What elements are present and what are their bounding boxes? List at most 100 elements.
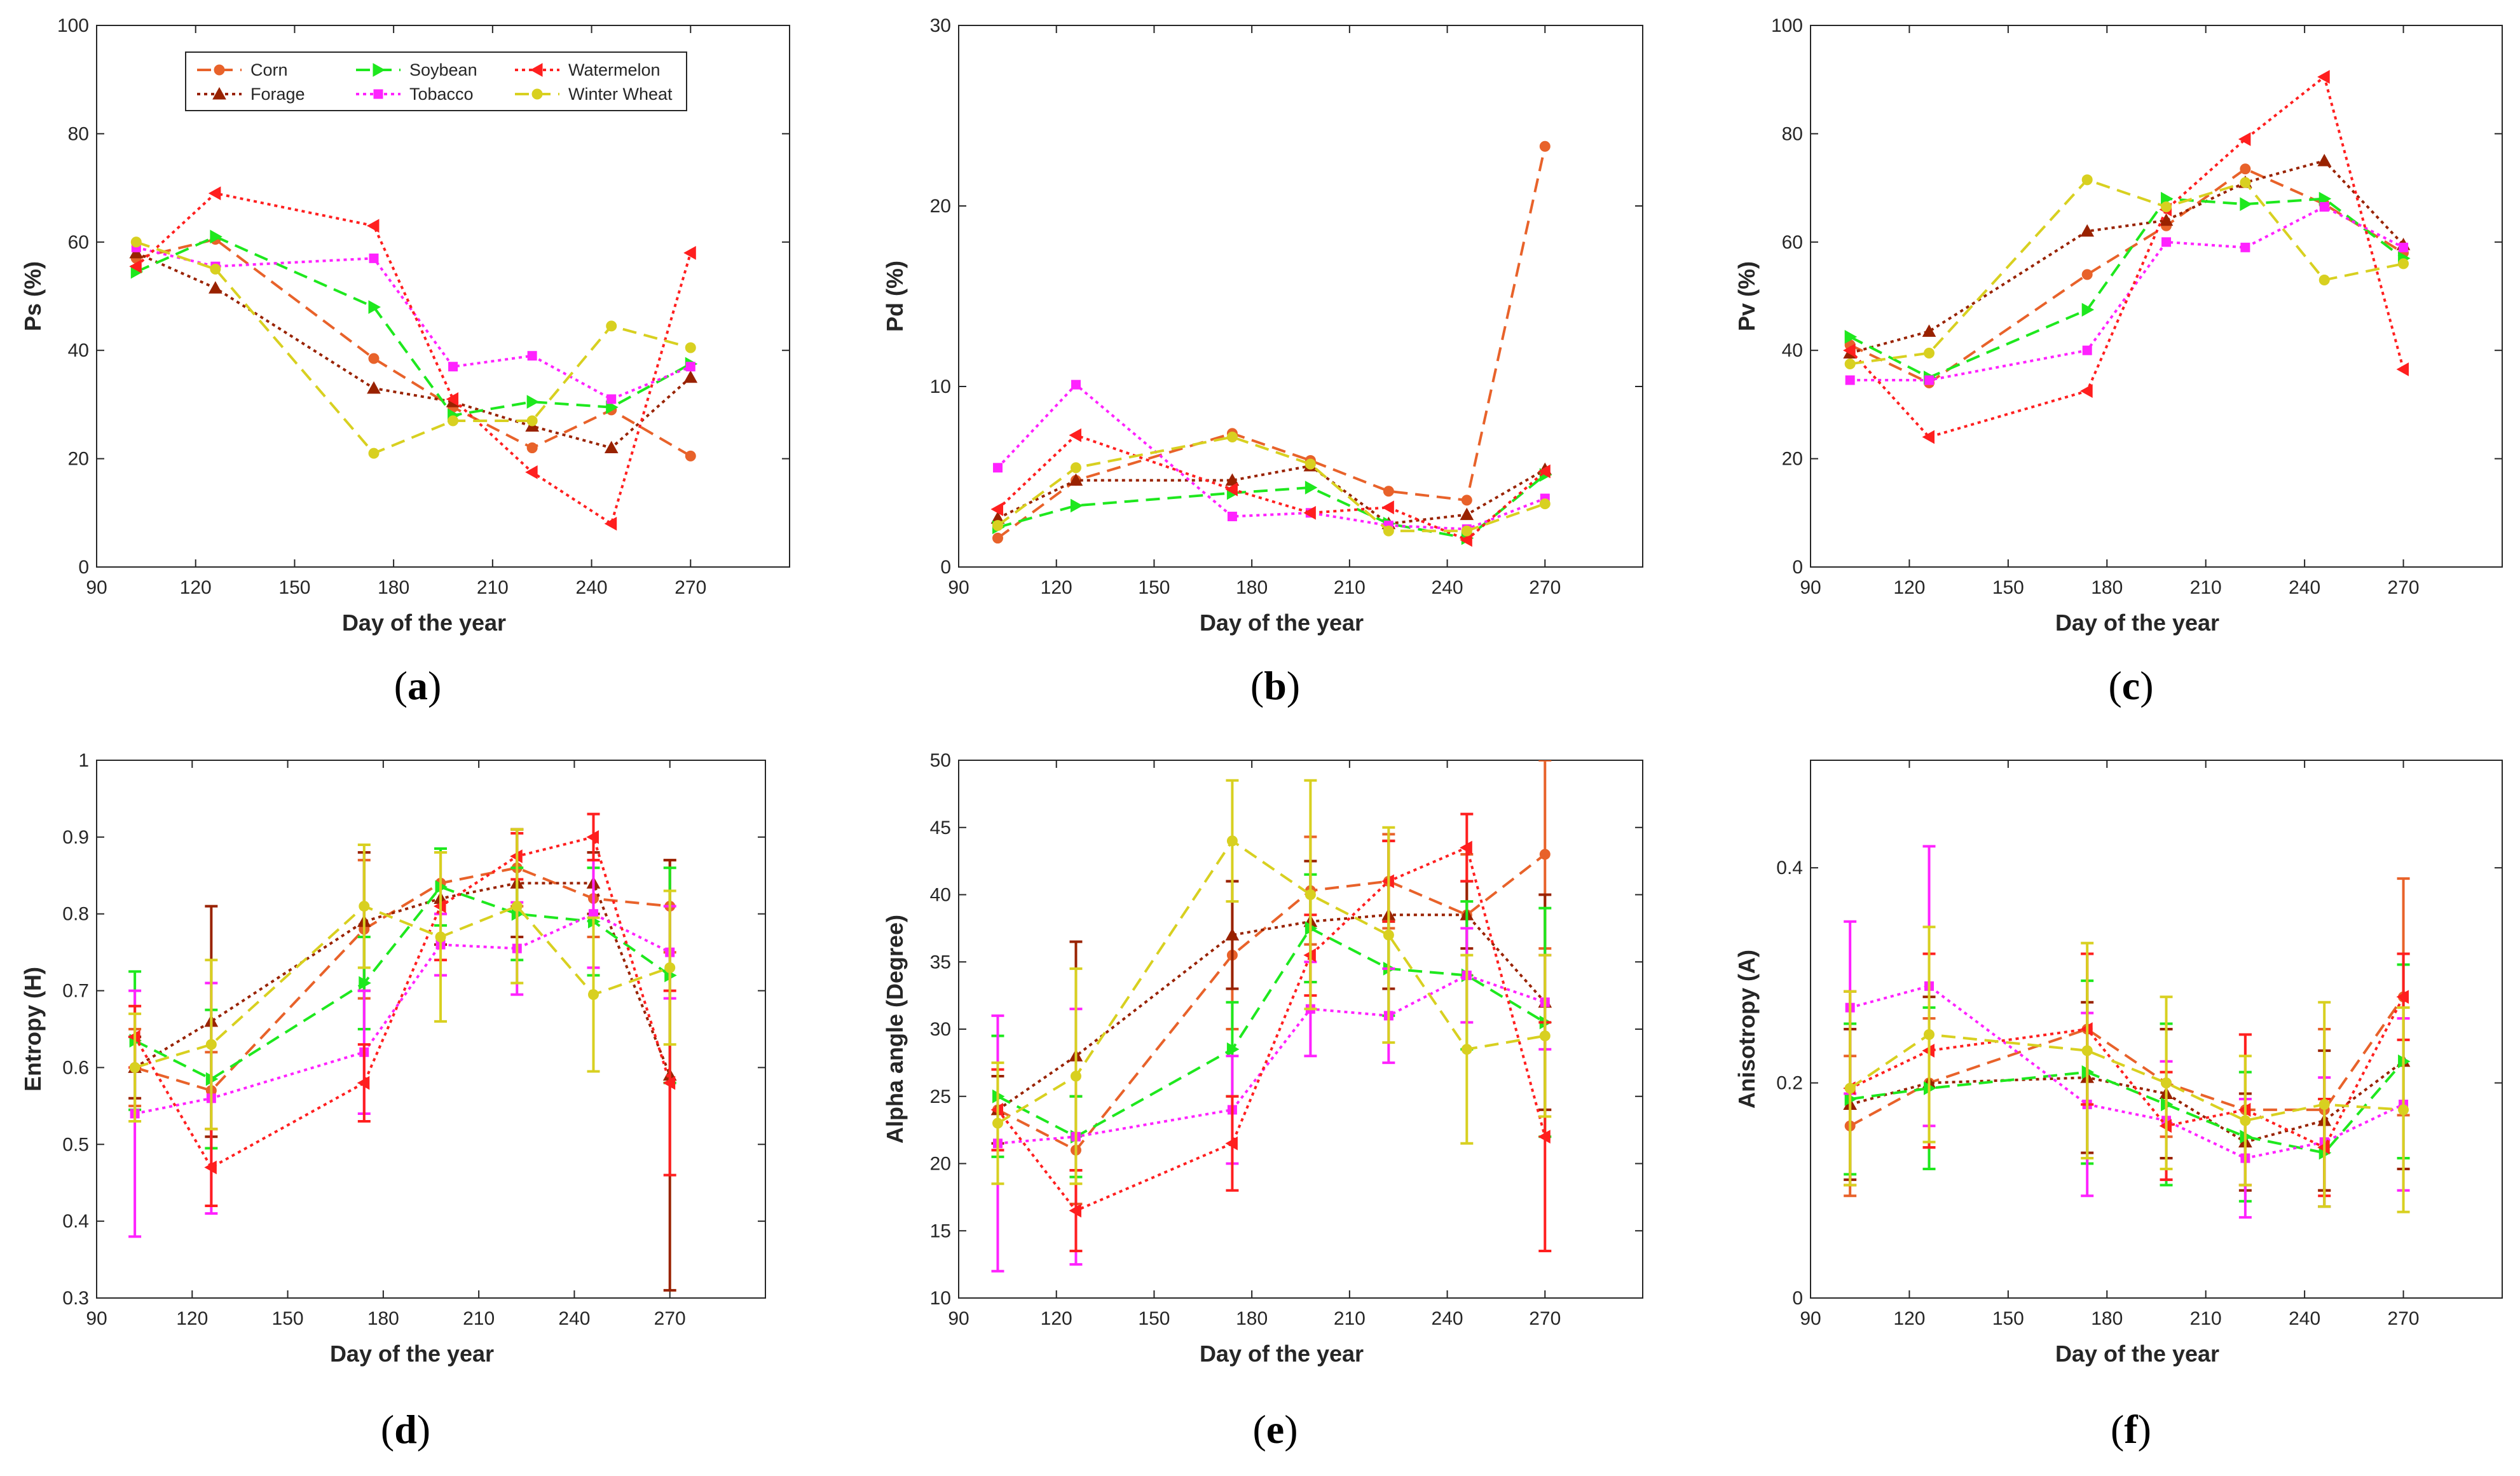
x-tick-label: 180 [2091,577,2123,598]
data-point [2080,224,2095,237]
y-tick-label: 0.6 [62,1057,89,1078]
data-point [1539,1030,1551,1042]
data-point [357,1076,370,1090]
y-tick-label: 35 [930,952,951,973]
series-group [990,140,1552,547]
chart-panel-e: 90 120 150 180 210 240 270 10 15 20 25 30 35 40 45 50 Da… [882,750,1643,1367]
y-tick-label: 15 [930,1220,951,1241]
data-point [1461,525,1472,536]
x-tick-label: 270 [1529,577,1561,598]
data-point [446,392,459,406]
y-tick-label: 0.4 [1776,858,1803,878]
data-point [1922,430,1935,444]
y-tick-label: 20 [68,449,89,470]
data-point [606,320,617,332]
y-tick-label: 20 [1782,449,1803,470]
data-point [1226,835,1238,847]
data-point [1539,849,1551,860]
data-point [683,370,698,383]
series-tobacco [131,242,695,404]
series-group [128,812,677,1292]
series-group [129,186,698,531]
y-tick-label: 50 [930,750,951,771]
data-point [2317,153,2332,167]
data-point [1225,1136,1238,1151]
data-point [1070,1070,1081,1082]
data-point [1227,511,1237,521]
x-tick-label: 90 [948,1308,969,1329]
data-point [1539,498,1551,510]
data-point [1461,1044,1472,1055]
data-point [435,931,446,943]
plot-area [1810,25,2503,568]
y-tick-label: 1 [78,750,89,771]
plot-area [958,760,1643,1299]
x-tick-label: 210 [2190,1308,2222,1329]
data-point [526,442,538,454]
legend-box [185,51,687,111]
data-point [2082,345,2092,355]
x-tick-label: 240 [576,577,608,598]
y-tick-label: 0 [1792,557,1803,578]
data-point [1383,929,1394,941]
x-tick-label: 270 [2388,577,2420,598]
legend-label: Forage [250,85,305,104]
series-tobacco [1845,202,2409,385]
legend-marker [373,63,386,77]
data-point [1069,428,1081,442]
x-tick-label: 150 [278,577,310,598]
legend-marker [373,89,383,99]
x-tick-label: 120 [1893,577,1925,598]
data-point [1461,495,1472,506]
y-tick-label: 20 [930,196,951,217]
x-tick-label: 120 [1893,1308,1925,1329]
data-point [1225,482,1238,496]
x-axis-label: Day of the year [2055,1341,2219,1367]
data-point [2317,70,2330,84]
data-point [129,1062,140,1073]
data-point [2396,362,2409,376]
y-tick-label: 0.4 [62,1211,89,1232]
chart-panel-a: 90 120 150 180 210 240 270 0 20 40 60 80 100 Day of t… [20,15,790,636]
data-point [210,263,221,275]
x-tick-label: 180 [378,577,409,598]
panel-label: (b) [1250,663,1300,708]
y-tick-label: 10 [930,1288,951,1309]
data-point [2238,132,2251,146]
legend-label: Corn [250,60,288,79]
series-winter-wheat [130,236,696,459]
series-group [1843,70,2411,444]
data-point [2398,258,2409,270]
data-point [1460,840,1472,855]
x-tick-label: 90 [948,577,969,598]
data-point [2240,197,2252,212]
data-point [606,400,619,414]
data-point [1070,498,1083,513]
y-tick-label: 0.7 [62,981,89,1002]
y-tick-label: 25 [930,1086,951,1107]
legend-label: Soybean [409,60,477,79]
data-point [1225,473,1240,486]
data-point [204,1160,217,1175]
x-tick-label: 150 [1992,1308,2024,1329]
y-tick-label: 10 [930,376,951,397]
data-point [2161,237,2172,247]
data-point [129,259,142,273]
x-tick-label: 240 [2289,577,2320,598]
x-tick-label: 240 [1432,1308,1463,1329]
y-tick-label: 80 [1782,123,1803,144]
series-winter-wheat [992,432,1551,536]
y-axis-label: Entropy (H) [20,967,46,1091]
data-point [1844,330,1858,344]
x-tick-label: 150 [272,1308,304,1329]
x-tick-label: 90 [86,1308,107,1329]
x-tick-label: 180 [2091,1308,2123,1329]
data-point [1538,1130,1551,1144]
panel-label: (d) [381,1407,430,1452]
data-point [2319,202,2329,212]
y-tick-label: 40 [930,885,951,906]
data-point [685,362,695,372]
series-winter-wheat [991,779,1552,1186]
data-point [1922,324,1936,337]
